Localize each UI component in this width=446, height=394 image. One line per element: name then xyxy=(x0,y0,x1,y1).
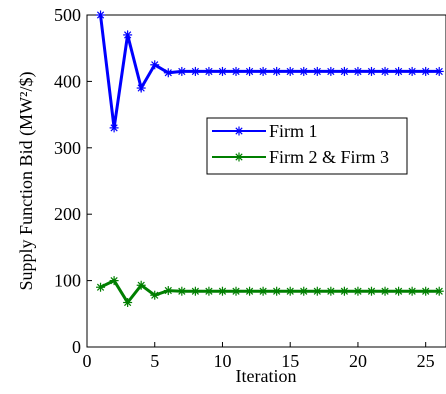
data-point-firm-1 xyxy=(353,66,363,76)
data-point-firm-1 xyxy=(136,83,146,93)
plot-area xyxy=(86,14,446,348)
y-axis: 0 100 200 300 400 500 xyxy=(54,5,92,357)
data-point-firm-1 xyxy=(123,30,133,40)
x-tick-label: 0 xyxy=(83,351,92,371)
data-point-firm-2-3 xyxy=(353,286,363,296)
y-axis-title: Supply Function Bid (MW²/$) xyxy=(16,72,37,291)
data-point-firm-2-3 xyxy=(326,286,336,296)
series-layer xyxy=(96,10,444,308)
y-tick-label: 500 xyxy=(54,5,81,25)
data-point-firm-2-3 xyxy=(366,286,376,296)
x-tick-label: 25 xyxy=(417,351,435,371)
legend: Firm 1 Firm 2 & Firm 3 xyxy=(206,117,408,175)
y-tick-label: 200 xyxy=(54,204,81,224)
data-point-firm-1 xyxy=(204,66,214,76)
y-tick-label: 400 xyxy=(54,71,81,91)
data-point-firm-1 xyxy=(434,66,444,76)
y-tick-label: 100 xyxy=(54,271,81,291)
y-tick-label: 0 xyxy=(72,337,81,357)
legend-marker-firm-2-3 xyxy=(234,152,244,162)
data-point-firm-1 xyxy=(339,66,349,76)
data-point-firm-2-3 xyxy=(204,286,214,296)
data-point-firm-1 xyxy=(366,66,376,76)
x-tick-label: 15 xyxy=(281,351,299,371)
data-point-firm-2-3 xyxy=(434,286,444,296)
x-axis-title: Iteration xyxy=(236,366,297,386)
data-point-firm-2-3 xyxy=(272,286,282,296)
data-point-firm-1 xyxy=(285,66,295,76)
x-axis: 0 5 10 15 20 25 xyxy=(83,342,435,371)
legend-star xyxy=(234,126,244,136)
data-point-firm-2-3 xyxy=(136,280,146,290)
data-point-firm-2-3 xyxy=(299,286,309,296)
data-point-firm-2-3 xyxy=(163,286,173,296)
x-tick-label: 10 xyxy=(213,351,231,371)
data-point-firm-2-3 xyxy=(258,286,268,296)
data-point-firm-1 xyxy=(312,66,322,76)
data-point-firm-1 xyxy=(245,66,255,76)
data-point-firm-2-3 xyxy=(96,282,106,292)
data-point-firm-1 xyxy=(258,66,268,76)
y-tick-label: 300 xyxy=(54,138,81,158)
data-point-firm-1 xyxy=(299,66,309,76)
x-tick-label: 20 xyxy=(349,351,367,371)
data-point-firm-1 xyxy=(231,66,241,76)
legend-star xyxy=(234,152,244,162)
data-point-firm-2-3 xyxy=(123,298,133,308)
data-point-firm-2-3 xyxy=(421,286,431,296)
legend-box xyxy=(206,117,408,175)
data-point-firm-1 xyxy=(421,66,431,76)
data-point-firm-2-3 xyxy=(394,286,404,296)
data-point-firm-2-3 xyxy=(312,286,322,296)
data-point-firm-2-3 xyxy=(217,286,227,296)
data-point-firm-1 xyxy=(394,66,404,76)
data-point-firm-1 xyxy=(109,123,119,133)
legend-marker-firm-1 xyxy=(234,126,244,136)
legend-label-firm-2-3: Firm 2 & Firm 3 xyxy=(269,147,389,167)
data-point-firm-1 xyxy=(150,60,160,70)
data-point-firm-2-3 xyxy=(150,290,160,300)
data-point-firm-2-3 xyxy=(231,286,241,296)
data-point-firm-1 xyxy=(163,68,173,78)
legend-label-firm-1: Firm 1 xyxy=(269,121,318,141)
data-point-firm-1 xyxy=(190,66,200,76)
data-point-firm-2-3 xyxy=(245,286,255,296)
data-point-firm-1 xyxy=(217,66,227,76)
data-point-firm-1 xyxy=(326,66,336,76)
x-tick-label: 5 xyxy=(150,351,159,371)
data-point-firm-2-3 xyxy=(109,276,119,286)
data-point-firm-1 xyxy=(272,66,282,76)
data-point-firm-2-3 xyxy=(339,286,349,296)
data-point-firm-2-3 xyxy=(177,286,187,296)
data-point-firm-2-3 xyxy=(407,286,417,296)
data-point-firm-2-3 xyxy=(285,286,295,296)
data-point-firm-1 xyxy=(380,66,390,76)
data-point-firm-1 xyxy=(407,66,417,76)
data-point-firm-1 xyxy=(96,10,106,20)
data-point-firm-2-3 xyxy=(380,286,390,296)
data-point-firm-2-3 xyxy=(190,286,200,296)
data-point-firm-1 xyxy=(177,66,187,76)
